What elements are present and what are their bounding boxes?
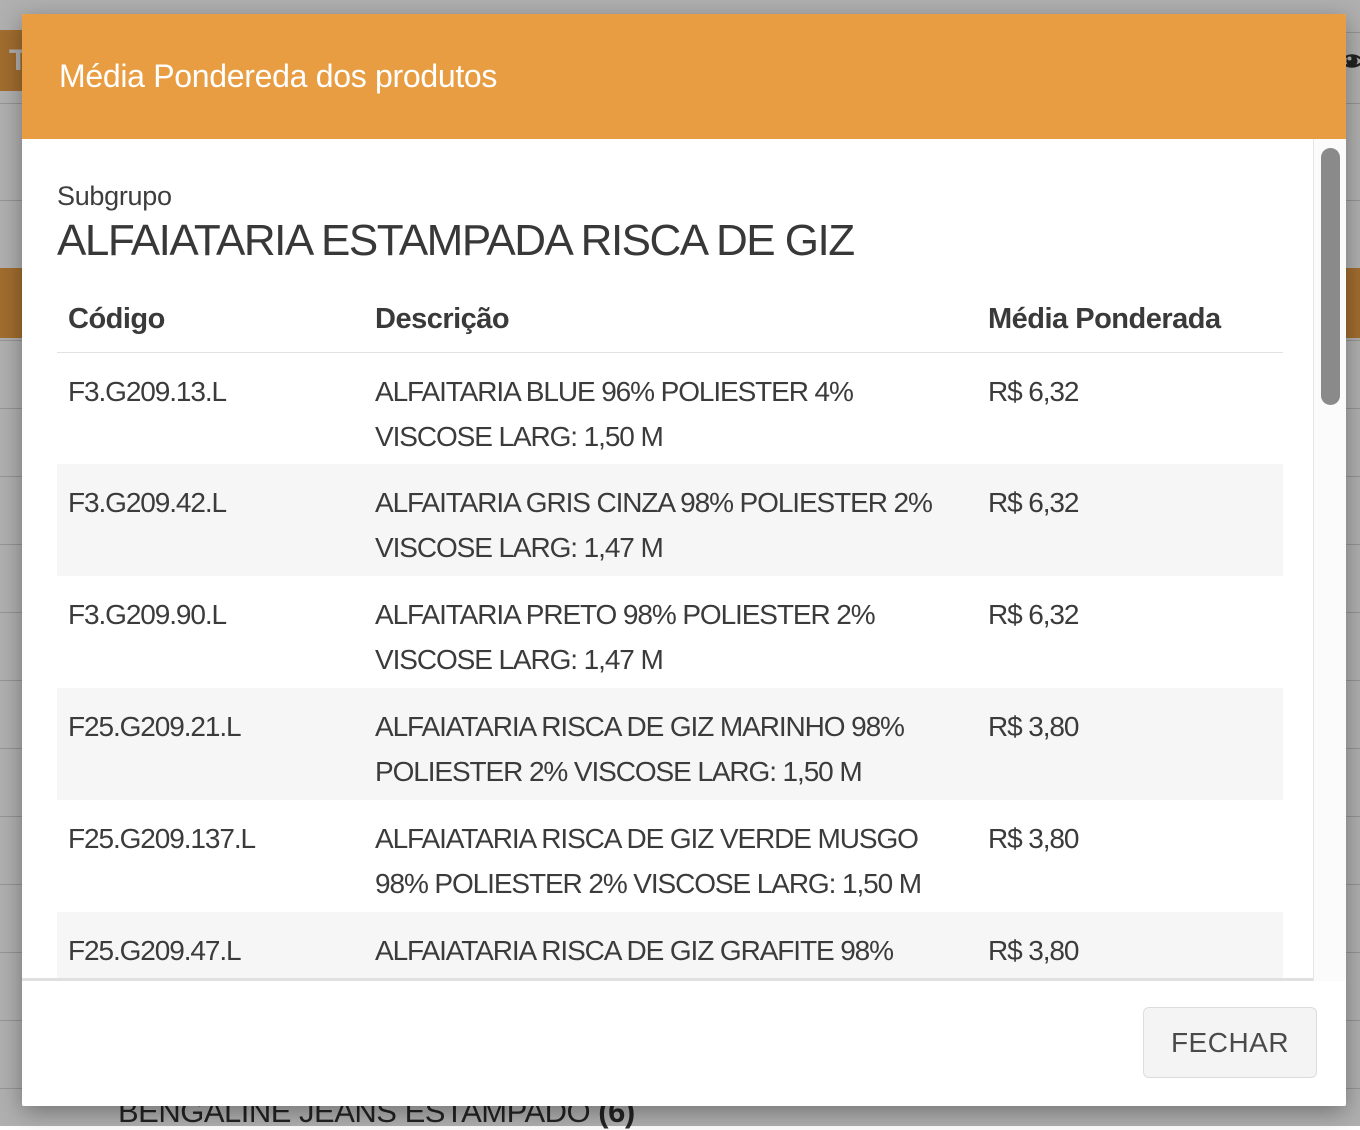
modal-scrollbar-track[interactable] (1313, 139, 1346, 981)
cell-descricao: ALFAITARIA BLUE 96% POLIESTER 4% VISCOSE… (375, 375, 854, 452)
cell-codigo: F3.G209.90.L (68, 599, 227, 630)
column-header-media-ponderada: Média Ponderada (977, 292, 1283, 353)
table-row: F3.G209.90.L ALFAITARIA PRETO 98% POLIES… (57, 576, 1283, 688)
eye-icon (1338, 54, 1360, 68)
modal-body: Subgrupo ALFAIATARIA ESTAMPADA RISCA DE … (22, 139, 1346, 981)
table-row: F25.G209.47.L ALFAIATARIA RISCA DE GIZ G… (57, 912, 1283, 981)
cell-media: R$ 3,80 (977, 912, 1283, 981)
cell-descricao: ALFAIATARIA RISCA DE GIZ GRAFITE 98% (364, 912, 977, 981)
modal-footer: FECHAR (22, 981, 1346, 1106)
table-row: F3.G209.13.L ALFAITARIA BLUE 96% POLIEST… (57, 352, 1283, 464)
cell-descricao: ALFAITARIA GRIS CINZA 98% POLIESTER 2% V… (364, 464, 977, 576)
modal-title: Média Pondereda dos produtos (59, 58, 498, 94)
cell-media: R$ 3,80 (977, 688, 1283, 800)
column-header-codigo: Código (57, 292, 364, 353)
cell-codigo: F25.G209.137.L (68, 823, 256, 854)
cell-codigo: F25.G209.21.L (57, 688, 364, 800)
cell-descricao: ALFAITARIA PRETO 98% POLIESTER 2% VISCOS… (375, 599, 876, 675)
weighted-average-table: Código Descrição Média Ponderada F3.G209… (57, 292, 1283, 981)
body-footer-divider (22, 978, 1346, 981)
modal-scrollbar-thumb[interactable] (1321, 148, 1340, 405)
table-row: F3.G209.42.L ALFAITARIA GRIS CINZA 98% P… (57, 464, 1283, 576)
table-row: F25.G209.21.L ALFAIATARIA RISCA DE GIZ M… (57, 688, 1283, 800)
modal-header: Média Pondereda dos produtos (22, 14, 1346, 139)
cell-descricao: ALFAIATARIA RISCA DE GIZ VERDE MUSGO 98%… (375, 823, 922, 899)
subgroup-name: ALFAIATARIA ESTAMPADA RISCA DE GIZ (57, 216, 855, 265)
cell-descricao: ALFAIATARIA RISCA DE GIZ MARINHO 98% POL… (364, 688, 977, 800)
cell-media: R$ 3,80 (988, 823, 1079, 854)
cell-media: R$ 6,32 (988, 599, 1079, 630)
cell-media: R$ 6,32 (977, 464, 1283, 576)
table-row: F25.G209.137.L ALFAIATARIA RISCA DE GIZ … (57, 800, 1283, 912)
weighted-average-modal: Média Pondereda dos produtos Subgrupo AL… (22, 14, 1346, 1106)
subgroup-label: Subgrupo (57, 181, 172, 211)
cell-media: R$ 6,32 (988, 375, 1079, 407)
cell-codigo: F25.G209.47.L (57, 912, 364, 981)
close-button[interactable]: FECHAR (1143, 1007, 1317, 1078)
column-header-descricao: Descrição (364, 292, 977, 353)
cell-codigo: F3.G209.13.L (68, 375, 227, 407)
cell-codigo: F3.G209.42.L (57, 464, 364, 576)
table-header-row: Código Descrição Média Ponderada (57, 292, 1283, 353)
